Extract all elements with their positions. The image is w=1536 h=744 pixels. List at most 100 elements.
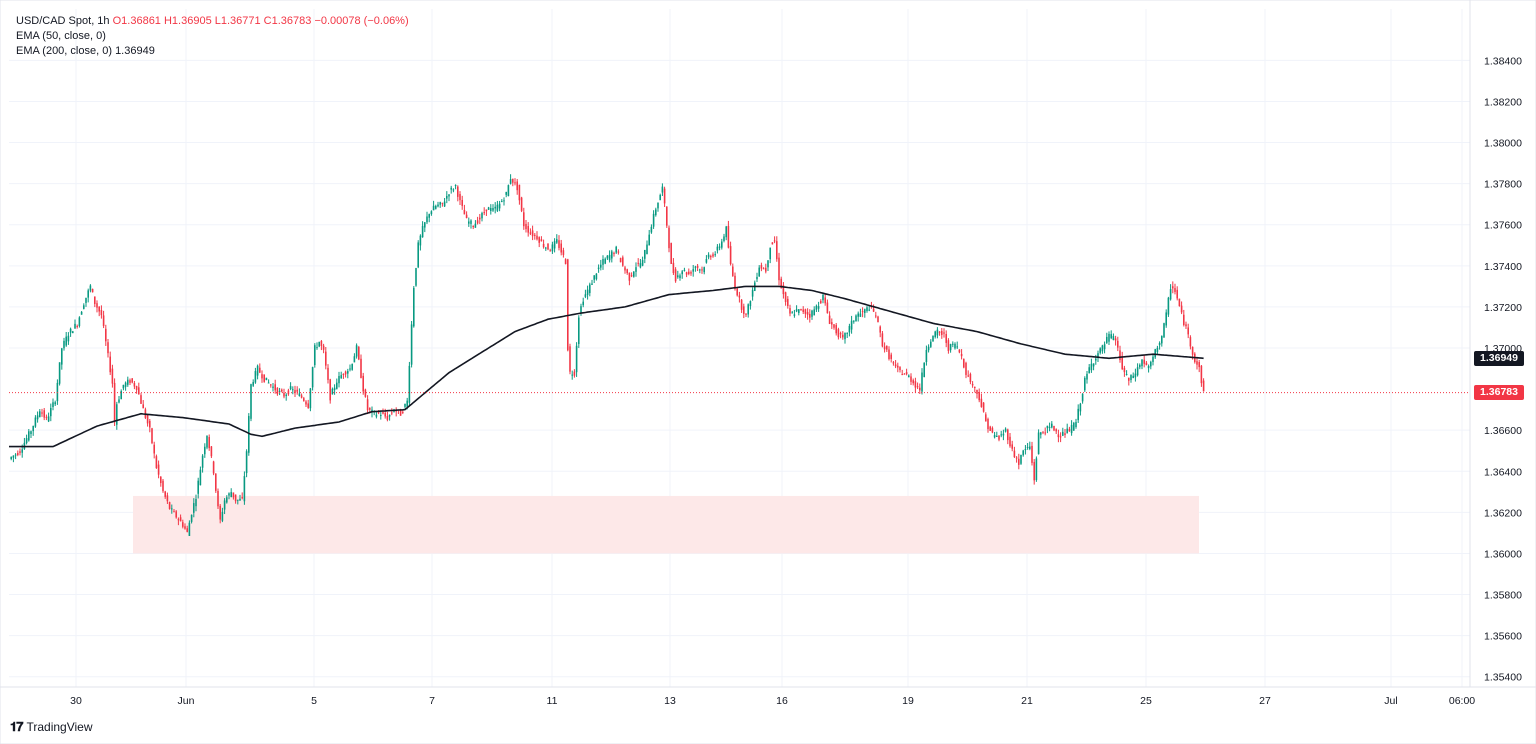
candle-body xyxy=(894,364,897,367)
candle-body xyxy=(501,200,503,202)
candle-body xyxy=(921,372,923,392)
candle-body xyxy=(908,375,910,378)
candle-body xyxy=(657,202,659,209)
candle-body xyxy=(124,382,127,387)
candle-body xyxy=(855,315,857,322)
candle-body xyxy=(1007,429,1009,441)
candle-body xyxy=(212,461,215,474)
symbol-label[interactable]: USD/CAD Spot, 1h xyxy=(16,15,110,27)
candle-body xyxy=(626,269,628,274)
candle-body xyxy=(87,290,89,298)
grid xyxy=(9,9,1470,687)
candle-body xyxy=(883,346,886,350)
price-tick-label: 1.38000 xyxy=(1484,138,1522,150)
candle-body xyxy=(232,492,235,498)
candle-body xyxy=(1106,336,1108,343)
candle-body xyxy=(993,435,996,438)
candle-body xyxy=(589,284,591,294)
candle-body xyxy=(861,311,864,313)
candle-body xyxy=(762,268,765,270)
candle-body xyxy=(404,403,406,407)
candle-body xyxy=(529,232,532,234)
candle-body xyxy=(272,386,274,388)
candle-body xyxy=(432,205,435,211)
candle-body xyxy=(879,326,881,333)
candle-body xyxy=(958,349,961,353)
tradingview-logo[interactable]: 𝟏𝟕 TradingView xyxy=(10,719,93,735)
candle-body xyxy=(61,348,63,365)
candle-body xyxy=(421,225,424,238)
candle-body xyxy=(641,260,644,266)
candle-body xyxy=(179,517,182,522)
candle-body xyxy=(498,203,501,209)
candle-body xyxy=(578,317,580,344)
candle-body xyxy=(655,209,657,216)
candle-body xyxy=(311,367,314,388)
candle-body xyxy=(182,522,184,527)
candle-body xyxy=(1202,380,1205,392)
candle-body xyxy=(384,412,386,417)
candle-body xyxy=(164,491,166,497)
candle-body xyxy=(1169,289,1172,300)
candle-body xyxy=(89,285,92,291)
candle-body xyxy=(138,387,140,395)
time-tick-label: 7 xyxy=(429,695,435,707)
candle-body xyxy=(850,320,853,330)
candle-body xyxy=(567,259,569,351)
candle-body xyxy=(551,244,554,252)
candle-body xyxy=(652,213,655,227)
price-tick-label: 1.35600 xyxy=(1484,631,1522,643)
price-tick-label: 1.37800 xyxy=(1484,179,1522,191)
candle-body xyxy=(210,446,213,457)
candle-body xyxy=(945,334,947,343)
candle-body xyxy=(538,237,540,243)
candle-body xyxy=(919,387,921,391)
candle-body xyxy=(520,197,523,211)
candle-body xyxy=(831,322,833,325)
candle-body xyxy=(494,206,496,209)
candle-body xyxy=(1191,346,1194,355)
candle-body xyxy=(1136,367,1139,376)
ema50-label: EMA (50, close, 0) xyxy=(16,30,106,42)
candle-body xyxy=(1092,363,1095,367)
candle-body xyxy=(1180,305,1183,313)
candle-body xyxy=(549,250,551,252)
candle-body xyxy=(932,335,934,342)
candle-body xyxy=(223,500,226,510)
candle-body xyxy=(1059,436,1062,438)
candle-body xyxy=(1070,424,1073,434)
legend-row-ema200[interactable]: EMA (200, close, 0) 1.36949 xyxy=(16,44,409,59)
candle-body xyxy=(274,384,276,391)
time-axis[interactable]: 30 Jun 5 7 11 13 16 19 21 25 27 Jul 06:00 xyxy=(70,695,1475,707)
candle-body xyxy=(487,207,490,210)
candle-body xyxy=(289,386,292,390)
candle-body xyxy=(1196,361,1198,365)
candle-body xyxy=(806,312,809,315)
candle-body xyxy=(1042,431,1044,433)
candle-body xyxy=(844,332,846,340)
candle-body xyxy=(1048,426,1051,428)
candle-body xyxy=(234,494,237,502)
candle-body xyxy=(201,455,204,468)
candle-body xyxy=(798,309,800,313)
candle-body xyxy=(547,243,549,250)
candle-body xyxy=(56,382,59,402)
support-zone xyxy=(133,495,1199,554)
candle-body xyxy=(1174,288,1176,292)
candle-body xyxy=(276,387,279,395)
candle-body xyxy=(12,455,15,458)
candle-body xyxy=(100,310,103,316)
legend-row-ema50[interactable]: EMA (50, close, 0) xyxy=(16,29,409,44)
candle-body xyxy=(118,399,120,403)
candle-body xyxy=(441,202,444,204)
candle-body xyxy=(63,340,65,349)
candle-body xyxy=(837,329,840,338)
candle-body xyxy=(791,312,793,314)
candle-body xyxy=(899,367,901,371)
candle-body xyxy=(331,388,334,395)
candle-body xyxy=(19,451,21,453)
time-tick-label: 11 xyxy=(547,695,558,707)
candle-body xyxy=(206,435,208,448)
